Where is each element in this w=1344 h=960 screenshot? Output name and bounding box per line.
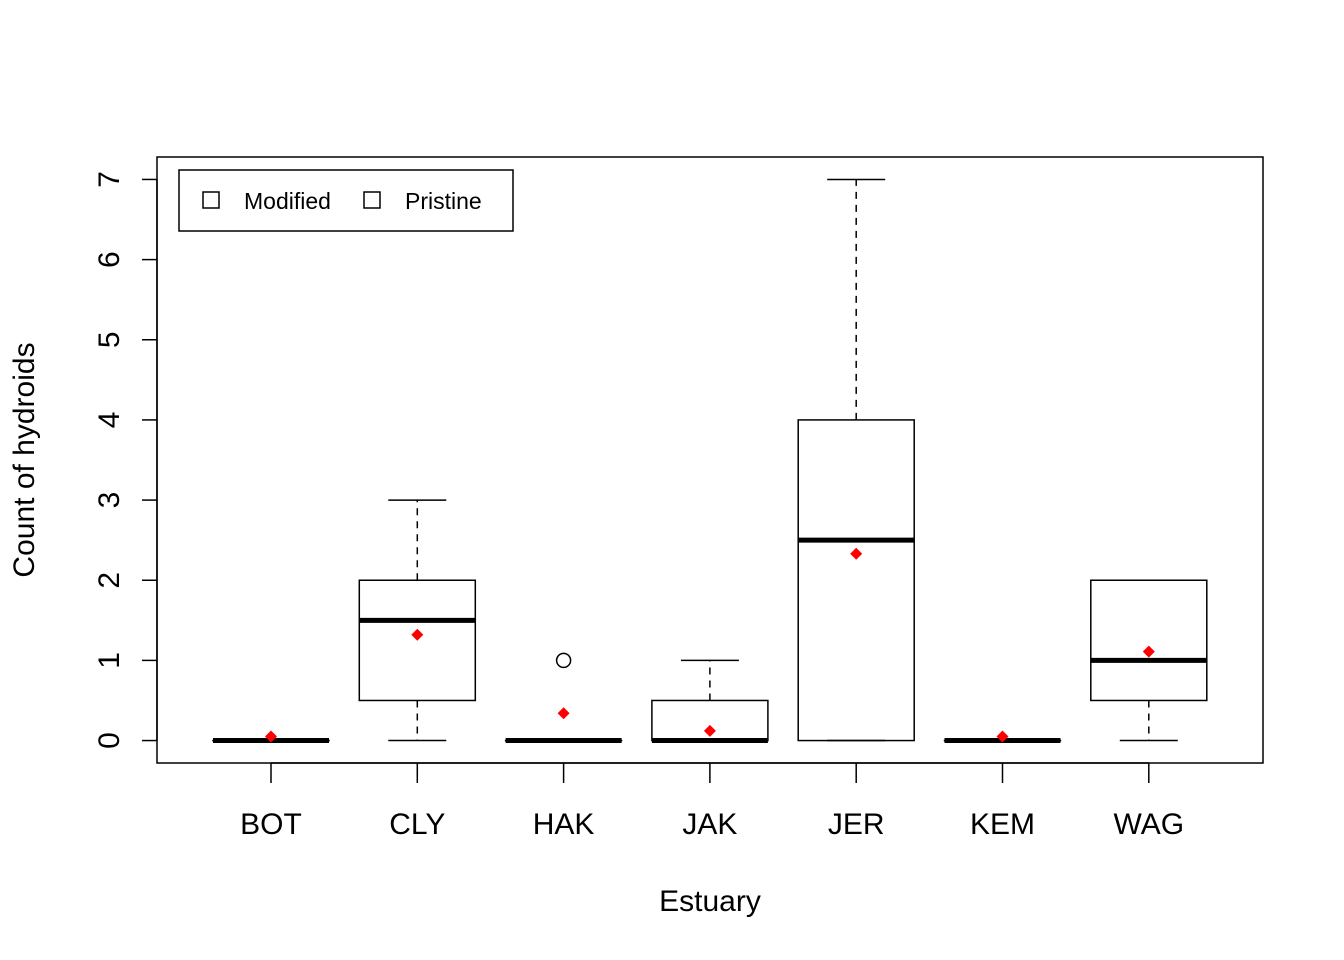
y-axis: 0 1 2 3 4 5 6 7	[93, 171, 158, 749]
y-tick-label: 4	[93, 412, 126, 429]
y-tick-label: 7	[93, 171, 126, 188]
x-axis: BOT CLY HAK JAK JER KEM WAG	[240, 762, 1185, 841]
box-iqr	[797, 419, 915, 742]
y-tick-label: 0	[93, 732, 126, 749]
outlier-point	[555, 652, 572, 669]
legend-label-pristine: Pristine	[405, 188, 482, 214]
y-tick-label: 1	[93, 652, 126, 669]
mean-marker	[265, 730, 277, 743]
box-group-cly	[358, 499, 477, 742]
y-axis-title: Count of hydroids	[8, 342, 41, 577]
boxes-layer	[212, 178, 1208, 744]
x-tick-label: KEM	[970, 808, 1035, 841]
legend-label-modified: Modified	[244, 188, 331, 214]
box-group-wag	[1090, 579, 1208, 742]
y-tick-label: 3	[93, 492, 126, 509]
legend: Modified Pristine	[178, 169, 514, 232]
box-group-jak	[651, 659, 769, 744]
mean-marker	[850, 547, 863, 560]
x-tick-label: CLY	[389, 808, 445, 841]
x-tick-label: BOT	[240, 808, 302, 841]
y-tick-label: 2	[93, 572, 126, 589]
box-iqr	[1090, 579, 1208, 702]
box-group-jer	[797, 178, 915, 742]
x-tick-label: JAK	[682, 808, 737, 841]
legend-swatch-pristine	[363, 191, 381, 209]
x-axis-title: Estuary	[659, 885, 761, 918]
box-iqr	[358, 579, 477, 702]
x-tick-label: JER	[828, 808, 885, 841]
box-group-hak	[504, 652, 623, 744]
x-tick-label: WAG	[1114, 808, 1185, 841]
mean-marker	[1142, 645, 1155, 658]
y-tick-label: 5	[93, 331, 126, 348]
x-tick-label: HAK	[533, 808, 595, 841]
box-group-bot	[212, 730, 330, 744]
legend-swatch-modified	[202, 191, 220, 209]
mean-marker	[411, 628, 424, 641]
y-tick-label: 6	[93, 251, 126, 268]
mean-marker	[996, 730, 1009, 743]
mean-marker	[557, 707, 570, 720]
mean-marker	[703, 724, 716, 737]
legend-box	[178, 169, 514, 232]
box-group-kem	[943, 730, 1062, 744]
